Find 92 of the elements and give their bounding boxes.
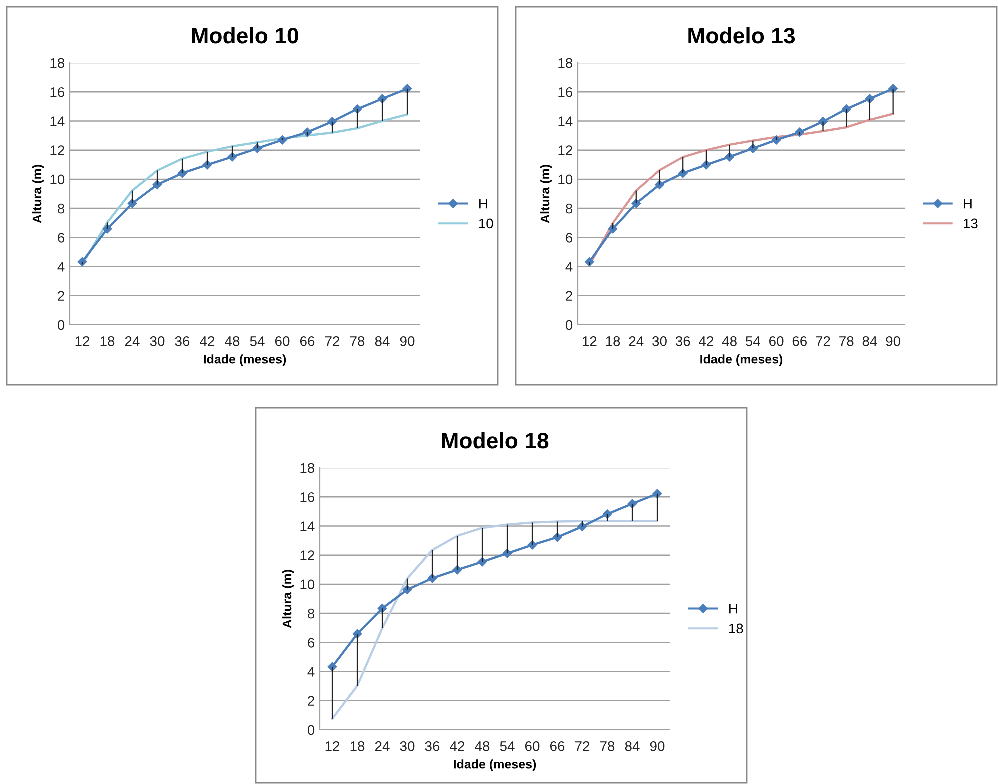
y-tick-label: 16 bbox=[558, 87, 573, 98]
x-tick-label: 42 bbox=[450, 741, 465, 752]
x-tick-label: 48 bbox=[722, 336, 737, 346]
x-tick-label: 54 bbox=[250, 336, 265, 346]
y-tick-label: 0 bbox=[308, 725, 315, 736]
x-tick-label: 30 bbox=[652, 336, 667, 346]
x-axis-title: Idade (meses) bbox=[700, 354, 783, 366]
y-tick-label: 0 bbox=[58, 320, 65, 330]
x-tick-label: 84 bbox=[375, 336, 390, 346]
x-tick-label: 36 bbox=[175, 336, 190, 346]
x-tick-label: 60 bbox=[770, 336, 784, 346]
y-tick-label: 8 bbox=[58, 204, 65, 214]
x-tick-label: 36 bbox=[676, 336, 690, 346]
x-tick-label: 54 bbox=[500, 742, 515, 752]
y-tick-label: 12 bbox=[558, 146, 572, 156]
y-tick-label: 12 bbox=[50, 146, 64, 156]
y-tick-label: 10 bbox=[300, 580, 315, 590]
y-tick-label: 6 bbox=[566, 233, 573, 243]
x-tick-label: 66 bbox=[792, 336, 808, 346]
x-tick-label: 66 bbox=[300, 336, 315, 346]
legend-label: H bbox=[964, 199, 972, 209]
x-tick-label: 72 bbox=[816, 336, 830, 346]
x-tick-label: 84 bbox=[862, 336, 878, 346]
y-tick-label: 4 bbox=[566, 262, 573, 272]
y-tick-label: 2 bbox=[566, 291, 572, 301]
x-tick-label: 18 bbox=[100, 336, 115, 346]
point bbox=[795, 128, 805, 138]
chart-title: Modelo 10 bbox=[192, 27, 298, 44]
x-tick-label: 72 bbox=[325, 336, 340, 346]
x-tick-label: 48 bbox=[475, 741, 490, 752]
x-tick-label: 78 bbox=[350, 336, 365, 346]
point bbox=[278, 136, 288, 145]
x-tick-label: 12 bbox=[583, 336, 597, 346]
x-tick-label: 90 bbox=[886, 336, 901, 346]
x-tick-label: 60 bbox=[275, 336, 290, 346]
x-tick-label: 60 bbox=[525, 741, 540, 752]
y-tick-label: 18 bbox=[300, 463, 315, 474]
y-axis-title: Altura (m) bbox=[540, 165, 552, 224]
x-tick-label: 24 bbox=[629, 336, 644, 346]
x-tick-label: 84 bbox=[625, 741, 640, 752]
y-tick-label: 2 bbox=[58, 291, 64, 301]
y-tick-label: 6 bbox=[58, 233, 65, 243]
y-tick-label: 12 bbox=[300, 550, 314, 560]
x-tick-label: 36 bbox=[425, 741, 440, 752]
line-series bbox=[331, 520, 659, 720]
x-tick-label: 66 bbox=[550, 741, 565, 752]
x-tick-label: 78 bbox=[600, 741, 615, 752]
legend-label: H bbox=[480, 199, 488, 209]
x-tick-label: 12 bbox=[76, 336, 90, 346]
y-tick-label: 14 bbox=[558, 116, 573, 126]
legend-label: 18 bbox=[729, 624, 744, 634]
y-tick-label: 16 bbox=[300, 492, 315, 502]
y-tick-label: 0 bbox=[566, 320, 573, 330]
chart-title: Modelo 18 bbox=[442, 432, 549, 449]
x-tick-label: 90 bbox=[400, 336, 415, 346]
legend-label: H bbox=[730, 604, 738, 614]
x-tick-label: 30 bbox=[150, 336, 165, 346]
y-tick-label: 10 bbox=[558, 174, 573, 185]
y-axis-title: Altura (m) bbox=[282, 570, 294, 628]
y-tick-label: 2 bbox=[308, 696, 314, 706]
y-tick-label: 8 bbox=[566, 204, 573, 214]
y-tick-label: 16 bbox=[50, 87, 65, 98]
x-axis-title: Idade (meses) bbox=[204, 354, 286, 366]
x-tick-label: 12 bbox=[326, 741, 340, 752]
x-tick-label: 54 bbox=[746, 336, 760, 346]
x-tick-label: 18 bbox=[350, 741, 365, 752]
y-tick-label: 8 bbox=[308, 608, 315, 619]
x-tick-label: 18 bbox=[606, 336, 620, 346]
point bbox=[78, 257, 88, 267]
x-tick-label: 24 bbox=[125, 336, 140, 346]
x-tick-label: 78 bbox=[840, 336, 854, 346]
point bbox=[772, 136, 782, 145]
y-tick-label: 10 bbox=[50, 174, 65, 185]
y-tick-label: 14 bbox=[50, 116, 65, 126]
x-axis-title: Idade (meses) bbox=[454, 760, 536, 772]
x-tick-label: 30 bbox=[400, 741, 415, 752]
x-tick-label: 24 bbox=[375, 741, 390, 752]
y-tick-label: 6 bbox=[308, 638, 315, 648]
y-tick-label: 4 bbox=[58, 262, 65, 272]
x-tick-label: 72 bbox=[575, 741, 590, 752]
y-tick-label: 18 bbox=[50, 58, 65, 68]
x-tick-label: 90 bbox=[650, 741, 665, 752]
x-tick-label: 42 bbox=[200, 336, 215, 346]
x-tick-label: 42 bbox=[699, 336, 714, 346]
x-tick-label: 48 bbox=[225, 336, 240, 346]
y-tick-label: 14 bbox=[300, 522, 315, 532]
legend-label: 13 bbox=[964, 218, 978, 229]
y-tick-label: 18 bbox=[558, 58, 573, 68]
y-tick-label: 4 bbox=[308, 667, 315, 677]
y-axis-title: Altura (m) bbox=[32, 165, 44, 224]
chart-title: Modelo 13 bbox=[688, 27, 796, 44]
legend-label: 10 bbox=[479, 218, 494, 229]
